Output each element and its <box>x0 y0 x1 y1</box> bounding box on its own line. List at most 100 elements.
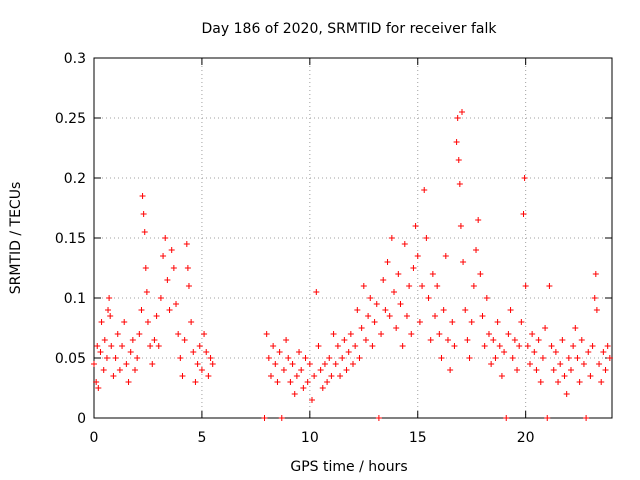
data-point <box>576 379 583 385</box>
data-point <box>334 343 341 349</box>
data-point <box>142 265 149 271</box>
data-point <box>192 379 199 385</box>
data-point <box>521 175 528 181</box>
data-point <box>429 271 436 277</box>
data-point <box>583 415 590 421</box>
data-point <box>485 331 492 337</box>
data-point <box>129 337 136 343</box>
data-point <box>479 313 486 319</box>
data-point <box>134 355 141 361</box>
x-tick-label: 10 <box>301 430 319 446</box>
data-point <box>343 367 350 373</box>
grid <box>94 58 612 418</box>
data-point <box>315 343 322 349</box>
data-point <box>477 271 484 277</box>
y-tick-label: 0.2 <box>64 171 86 187</box>
data-point <box>406 283 413 289</box>
data-point <box>522 283 529 289</box>
data-point <box>604 343 611 349</box>
data-point <box>481 343 488 349</box>
data-point <box>399 343 406 349</box>
data-point <box>552 349 559 355</box>
data-point <box>410 265 417 271</box>
data-point <box>542 325 549 331</box>
data-point <box>306 361 313 367</box>
data-point <box>360 283 367 289</box>
data-point <box>166 307 173 313</box>
data-point <box>173 301 180 307</box>
data-point <box>123 361 130 367</box>
data-point <box>108 343 115 349</box>
data-point <box>591 295 598 301</box>
data-point <box>602 367 609 373</box>
data-point <box>408 331 415 337</box>
data-point <box>416 319 423 325</box>
data-point <box>170 265 177 271</box>
data-point <box>414 253 421 259</box>
data-point <box>442 253 449 259</box>
data-point <box>574 355 581 361</box>
data-point <box>498 373 505 379</box>
data-point <box>293 373 300 379</box>
data-point <box>503 415 510 421</box>
data-point <box>470 283 477 289</box>
data-point <box>265 355 272 361</box>
data-point <box>184 265 191 271</box>
data-point <box>302 355 309 361</box>
data-point <box>103 355 110 361</box>
data-point <box>347 331 354 337</box>
data-point <box>496 343 503 349</box>
data-point <box>183 241 190 247</box>
data-point <box>449 319 456 325</box>
data-point <box>490 337 497 343</box>
data-point <box>539 355 546 361</box>
data-point <box>563 391 570 397</box>
data-point <box>451 343 458 349</box>
data-point <box>94 343 101 349</box>
data-point <box>337 373 344 379</box>
data-point <box>280 367 287 373</box>
data-point <box>140 211 147 217</box>
data-point <box>321 361 328 367</box>
data-point <box>578 337 585 343</box>
data-point <box>378 331 385 337</box>
data-point <box>153 313 160 319</box>
chart-title: Day 186 of 2020, SRMTID for receiver fal… <box>202 21 498 37</box>
data-point <box>194 361 201 367</box>
data-point <box>473 247 480 253</box>
data-point <box>488 361 495 367</box>
data-point <box>362 337 369 343</box>
data-point <box>397 301 404 307</box>
data-point <box>356 355 363 361</box>
data-point <box>518 319 525 325</box>
data-point <box>358 325 365 331</box>
data-point <box>207 355 214 361</box>
data-point <box>537 379 544 385</box>
data-point <box>457 223 464 229</box>
data-point <box>544 415 551 421</box>
data-point <box>572 325 579 331</box>
x-tick-label: 0 <box>90 430 99 446</box>
data-point <box>419 283 426 289</box>
x-tick-label: 20 <box>517 430 535 446</box>
data-point <box>401 241 408 247</box>
data-point <box>546 283 553 289</box>
data-point <box>548 343 555 349</box>
data-point <box>580 361 587 367</box>
data-point <box>132 367 139 373</box>
data-point <box>550 367 557 373</box>
data-point <box>107 313 114 319</box>
data-point <box>516 343 523 349</box>
data-point <box>106 295 113 301</box>
data-point <box>201 331 208 337</box>
data-point <box>116 367 123 373</box>
data-point <box>144 319 151 325</box>
data-point <box>138 307 145 313</box>
data-point <box>203 349 210 355</box>
data-point <box>121 319 128 325</box>
data-point <box>529 331 536 337</box>
data-point <box>91 361 97 367</box>
data-point <box>434 283 441 289</box>
data-point <box>267 373 274 379</box>
